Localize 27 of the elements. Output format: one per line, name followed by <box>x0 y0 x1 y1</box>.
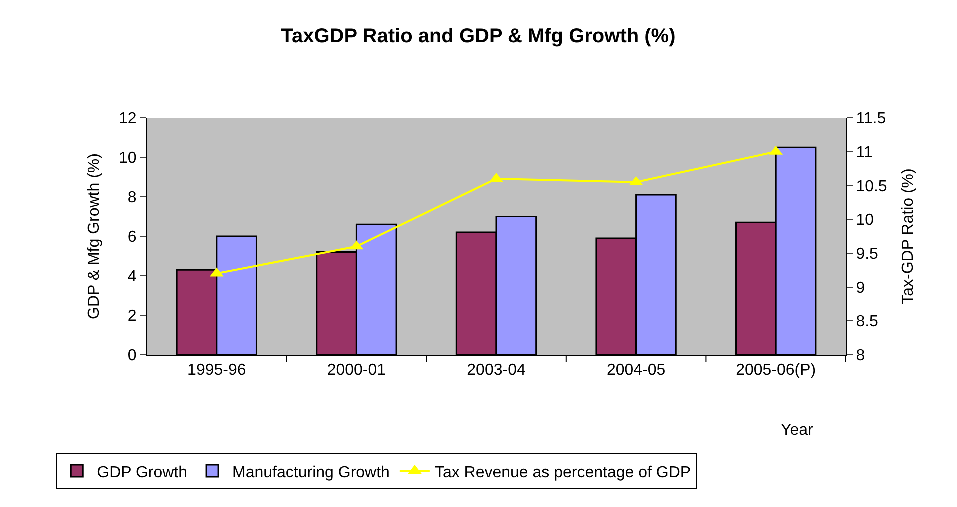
y-tick-label: 0 <box>128 348 137 365</box>
y2-tick-label: 8.5 <box>856 314 879 331</box>
y-tick-label: 2 <box>128 308 137 326</box>
x-tick-label: 2000-01 <box>327 362 386 380</box>
y-tick-label: 6 <box>128 229 137 246</box>
legend-label: Manufacturing Growth <box>232 464 390 482</box>
x-axis-title: Year <box>781 422 814 439</box>
y2-tick-label: 8 <box>856 348 866 365</box>
y-tick-label: 10 <box>119 150 137 168</box>
y2-axis-title: Tax-GDP Ratio (%) <box>900 168 918 304</box>
legend-label: Tax Revenue as percentage of GDP <box>434 464 692 482</box>
y2-tick-label: 10 <box>856 212 874 230</box>
y-tick-label: 12 <box>119 110 137 128</box>
y2-tick-label: 11 <box>856 144 873 162</box>
y-axis-title: GDP & Mfg Growth (%) <box>86 154 103 320</box>
y2-tick-label: 9 <box>856 280 866 297</box>
y2-tick-label: 10.5 <box>856 178 888 196</box>
y-tick-label: 8 <box>128 190 137 207</box>
x-tick-label: 2005-06(P) <box>736 362 816 380</box>
legend-label: GDP Growth <box>97 464 188 482</box>
x-tick-label: 2003-04 <box>467 362 526 380</box>
y-tick-label: 4 <box>128 268 137 286</box>
chart-title: TaxGDP Ratio and GDP & Mfg Growth (%) <box>281 25 676 48</box>
x-tick-label: 2004-05 <box>606 362 666 380</box>
x-tick-label: 1995-96 <box>188 362 246 380</box>
y2-tick-label: 11.5 <box>856 110 886 128</box>
y2-tick-label: 9.5 <box>856 246 879 264</box>
